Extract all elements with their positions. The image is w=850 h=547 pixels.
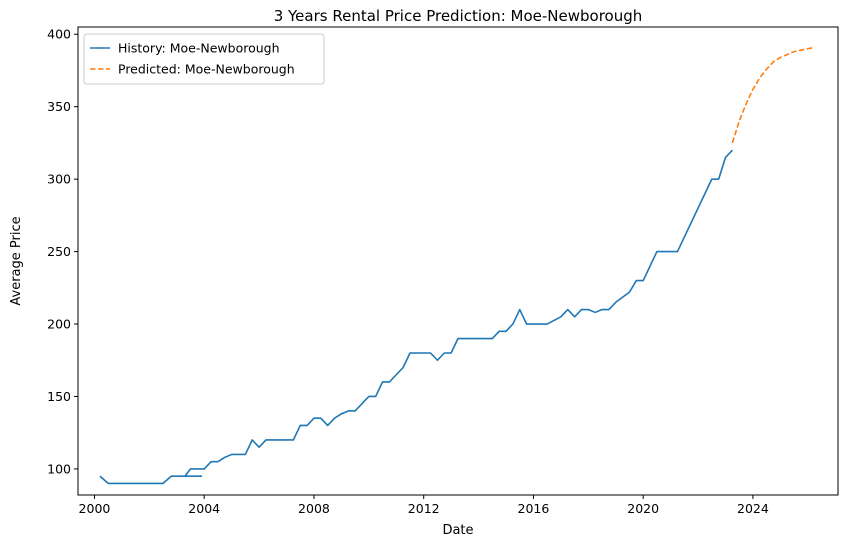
legend: History: Moe-Newborough Predicted: Moe-N…	[83, 33, 325, 85]
x-tick-label: 2012	[408, 501, 440, 516]
y-tick-label: 250	[47, 244, 71, 259]
x-axis: 2000 2004 2008 2012 2016 2020 2024	[79, 495, 769, 516]
x-tick-label: 2016	[518, 501, 550, 516]
chart-title: 3 Years Rental Price Prediction: Moe-New…	[274, 7, 643, 25]
series-line-history	[99, 149, 733, 485]
series-line-predicted	[731, 46, 815, 144]
y-tick-label: 100	[47, 461, 71, 476]
x-axis-label: Date	[442, 523, 473, 538]
plot-frame	[77, 26, 839, 496]
x-tick-label: 2004	[188, 501, 220, 516]
series-layer	[99, 46, 815, 485]
y-axis-label: Average Price	[9, 216, 24, 305]
y-tick-label: 350	[47, 99, 71, 114]
x-tick-label: 2008	[298, 501, 330, 516]
y-tick-label: 400	[47, 27, 71, 42]
y-axis: 100 150 200 250 300 350 400	[47, 27, 78, 476]
x-tick-label: 2000	[79, 501, 111, 516]
x-tick-label: 2020	[627, 501, 659, 516]
legend-box	[83, 33, 325, 85]
y-tick-label: 200	[47, 317, 71, 332]
y-tick-label: 150	[47, 389, 71, 404]
x-tick-label: 2024	[737, 501, 769, 516]
legend-label-history: History: Moe-Newborough	[118, 41, 280, 56]
y-tick-label: 300	[47, 172, 71, 187]
legend-label-predicted: Predicted: Moe-Newborough	[118, 62, 295, 77]
